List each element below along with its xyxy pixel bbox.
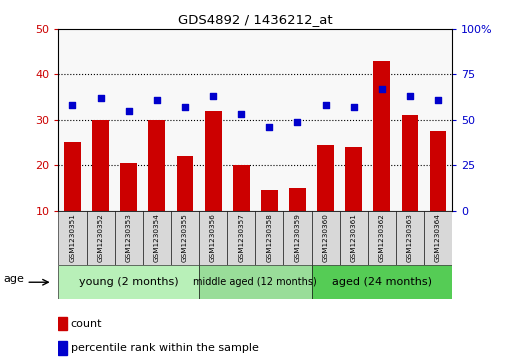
Bar <box>120 163 137 211</box>
Bar <box>317 145 334 211</box>
Point <box>69 102 77 108</box>
Text: age: age <box>3 274 24 284</box>
Text: GSM1230359: GSM1230359 <box>295 213 300 262</box>
Bar <box>199 265 311 299</box>
Bar <box>430 131 447 211</box>
Text: GSM1230354: GSM1230354 <box>154 213 160 262</box>
Point <box>350 104 358 110</box>
Point <box>153 97 161 103</box>
Text: GSM1230363: GSM1230363 <box>407 213 413 262</box>
Bar <box>345 147 362 211</box>
Bar <box>373 61 390 211</box>
Text: GSM1230361: GSM1230361 <box>351 213 357 262</box>
Text: count: count <box>71 318 102 329</box>
Bar <box>148 120 165 211</box>
Text: GSM1230357: GSM1230357 <box>238 213 244 262</box>
Text: aged (24 months): aged (24 months) <box>332 277 432 287</box>
Bar <box>177 156 194 211</box>
Bar <box>283 211 311 265</box>
Text: GSM1230362: GSM1230362 <box>379 213 385 262</box>
Bar <box>311 211 340 265</box>
Point <box>434 97 442 103</box>
Text: GSM1230352: GSM1230352 <box>98 213 104 262</box>
Bar <box>58 265 199 299</box>
Bar <box>289 188 306 211</box>
Bar <box>143 211 171 265</box>
Point <box>322 102 330 108</box>
Text: GSM1230353: GSM1230353 <box>125 213 132 262</box>
Text: GSM1230351: GSM1230351 <box>70 213 76 262</box>
Bar <box>199 211 227 265</box>
Point <box>294 119 302 125</box>
Point <box>378 86 386 92</box>
Bar <box>233 165 249 211</box>
Text: percentile rank within the sample: percentile rank within the sample <box>71 343 259 353</box>
Title: GDS4892 / 1436212_at: GDS4892 / 1436212_at <box>178 13 333 26</box>
Text: GSM1230355: GSM1230355 <box>182 213 188 262</box>
Bar <box>58 317 67 330</box>
Text: GSM1230358: GSM1230358 <box>266 213 272 262</box>
Text: young (2 months): young (2 months) <box>79 277 178 287</box>
Bar <box>255 211 283 265</box>
Bar <box>58 211 86 265</box>
Bar <box>396 211 424 265</box>
Bar <box>64 142 81 211</box>
Bar <box>92 120 109 211</box>
Bar <box>86 211 115 265</box>
Point <box>124 108 133 114</box>
Bar <box>227 211 255 265</box>
Text: GSM1230364: GSM1230364 <box>435 213 441 262</box>
Text: GSM1230360: GSM1230360 <box>323 213 329 262</box>
Point <box>97 95 105 101</box>
Bar <box>205 111 221 211</box>
Bar <box>424 211 452 265</box>
Point <box>406 93 414 99</box>
Text: middle aged (12 months): middle aged (12 months) <box>194 277 317 287</box>
Point <box>237 111 245 117</box>
Bar <box>115 211 143 265</box>
Bar <box>401 115 419 211</box>
Point <box>181 104 189 110</box>
Bar <box>368 211 396 265</box>
Bar <box>171 211 199 265</box>
Bar <box>261 190 278 211</box>
Bar <box>58 342 67 355</box>
Bar <box>340 211 368 265</box>
Text: GSM1230356: GSM1230356 <box>210 213 216 262</box>
Point <box>209 93 217 99</box>
Bar <box>311 265 452 299</box>
Point <box>265 124 273 130</box>
